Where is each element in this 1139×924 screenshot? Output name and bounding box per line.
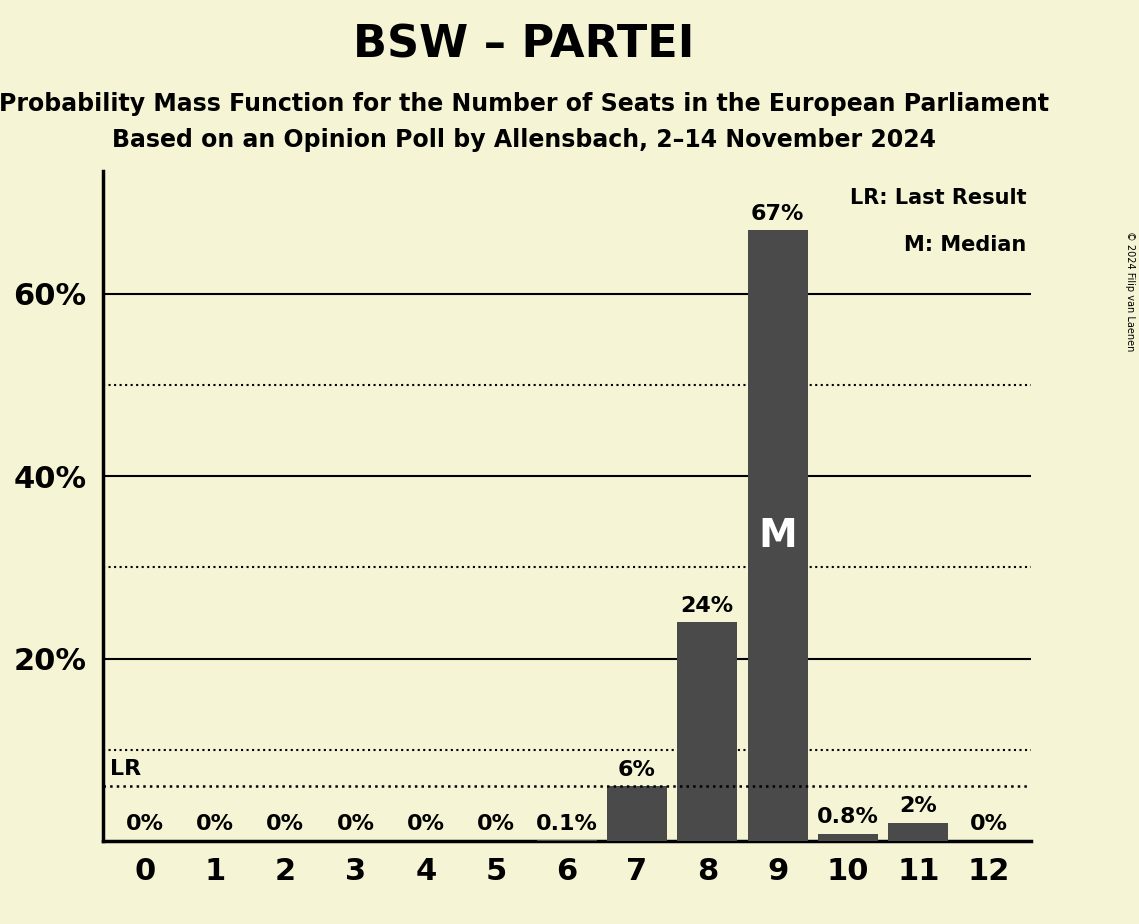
Text: M: Median: M: Median bbox=[904, 235, 1026, 255]
Text: 0%: 0% bbox=[267, 814, 304, 834]
Text: 0%: 0% bbox=[337, 814, 375, 834]
Text: Probability Mass Function for the Number of Seats in the European Parliament: Probability Mass Function for the Number… bbox=[0, 92, 1049, 116]
Bar bbox=[747, 230, 808, 841]
Bar bbox=[818, 833, 878, 841]
Bar bbox=[888, 822, 948, 841]
Text: LR: LR bbox=[109, 759, 141, 779]
Bar bbox=[607, 786, 666, 841]
Text: 0%: 0% bbox=[196, 814, 233, 834]
Text: 0%: 0% bbox=[477, 814, 515, 834]
Text: 0%: 0% bbox=[407, 814, 445, 834]
Text: 2%: 2% bbox=[900, 796, 937, 816]
Text: LR: Last Result: LR: Last Result bbox=[850, 188, 1026, 208]
Text: BSW – PARTEI: BSW – PARTEI bbox=[353, 23, 695, 67]
Text: 24%: 24% bbox=[681, 596, 734, 615]
Bar bbox=[678, 622, 737, 841]
Text: 6%: 6% bbox=[618, 760, 656, 780]
Text: 0%: 0% bbox=[969, 814, 1008, 834]
Text: Based on an Opinion Poll by Allensbach, 2–14 November 2024: Based on an Opinion Poll by Allensbach, … bbox=[112, 128, 936, 152]
Text: 0.8%: 0.8% bbox=[817, 808, 879, 827]
Text: 0%: 0% bbox=[125, 814, 164, 834]
Text: © 2024 Filip van Laenen: © 2024 Filip van Laenen bbox=[1125, 231, 1134, 351]
Text: 67%: 67% bbox=[751, 204, 804, 224]
Text: 0.1%: 0.1% bbox=[535, 814, 598, 834]
Text: M: M bbox=[759, 517, 797, 554]
